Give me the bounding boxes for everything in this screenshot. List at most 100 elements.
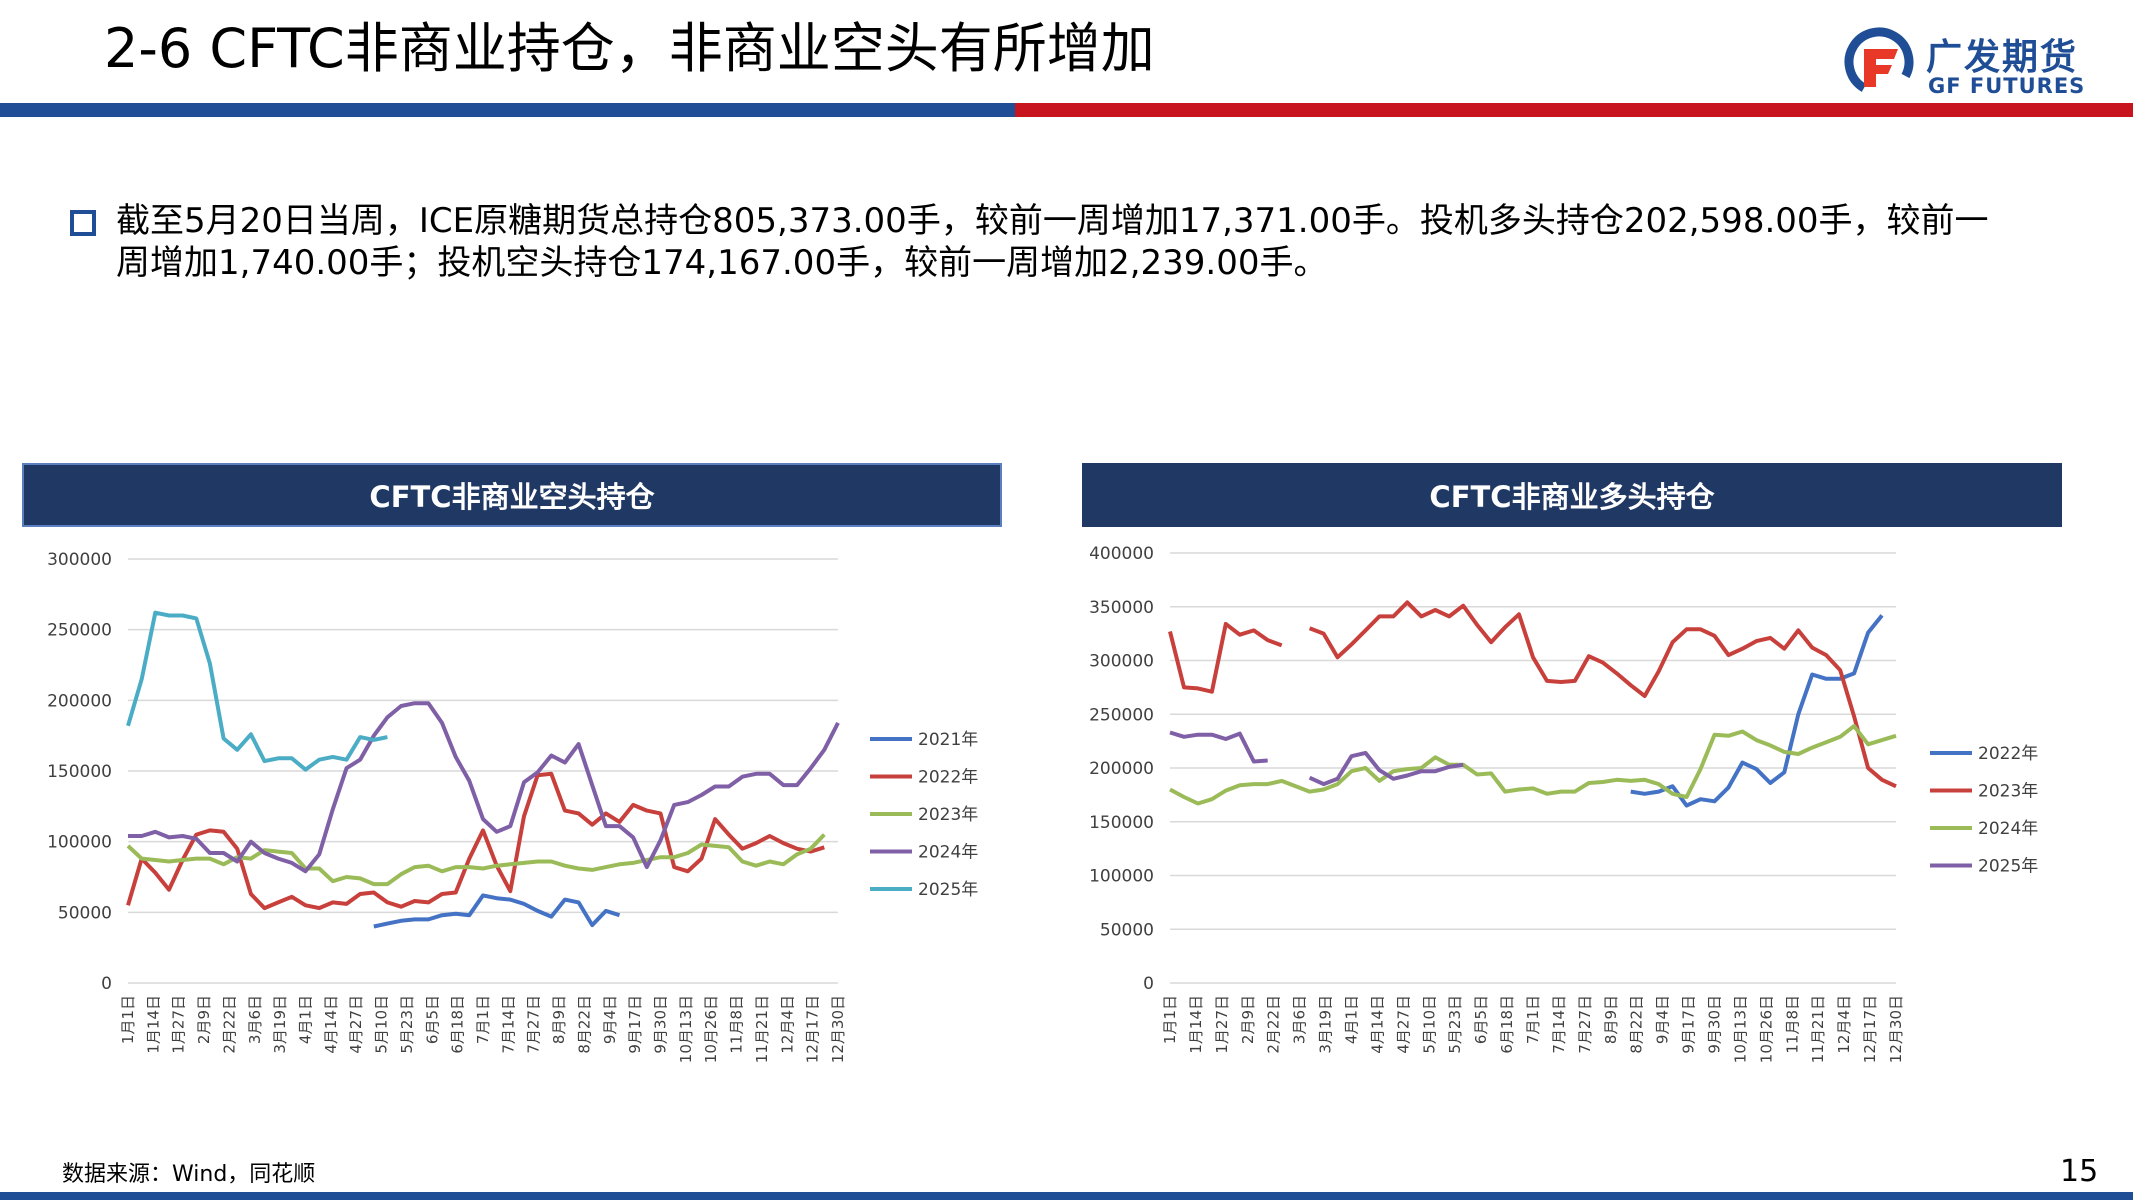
x-tick-label: 4月14日 (1368, 995, 1386, 1054)
x-tick-label: 9月30日 (652, 995, 670, 1054)
series-line-2025年 (126, 610, 388, 772)
logo-cn-text: 广发期货 (1926, 37, 2079, 78)
y-tick-label: 150000 (47, 762, 112, 782)
legend-label: 2024年 (918, 843, 978, 863)
x-tick-label: 10月13日 (1731, 995, 1749, 1063)
y-tick-label: 0 (1143, 974, 1154, 994)
x-tick-label: 9月30日 (1706, 995, 1724, 1054)
gf-logo-icon (1844, 27, 1914, 97)
x-tick-label: 5月10日 (373, 995, 391, 1054)
series-line-2023年 (126, 833, 826, 887)
x-tick-label: 1月1日 (119, 995, 137, 1044)
x-tick-label: 4月27日 (1394, 995, 1412, 1054)
x-tick-label: 9月17日 (1680, 995, 1698, 1054)
page-title: 2-6 CFTC非商业持仓，非商业空头有所增加 (104, 17, 1155, 80)
series-line-2024年 (1169, 724, 1897, 806)
legend-label: 2021年 (918, 730, 978, 750)
x-tick-label: 7月1日 (474, 995, 492, 1044)
x-tick-label: 8月22日 (1628, 995, 1646, 1054)
series-line-2023年 (1168, 621, 1283, 694)
x-tick-label: 5月23日 (398, 995, 416, 1054)
y-tick-label: 300000 (47, 550, 112, 570)
x-tick-label: 9月4日 (601, 995, 619, 1044)
y-tick-label: 50000 (58, 903, 112, 923)
series-line-2024年 (128, 701, 840, 874)
legend-label: 2022年 (1978, 744, 2038, 764)
x-tick-label: 8月9日 (550, 995, 568, 1044)
summary-paragraph: 截至5月20日当周，ICE原糖期货总持仓805,373.00手，较前一周增加17… (116, 200, 2016, 284)
x-tick-label: 12月4日 (778, 995, 796, 1054)
y-tick-label: 100000 (47, 833, 112, 853)
x-tick-label: 4月27日 (347, 995, 365, 1054)
x-tick-label: 1月14日 (144, 995, 162, 1054)
x-tick-label: 7月27日 (525, 995, 543, 1054)
series-line-2025年 (1308, 750, 1464, 787)
long-chart-title: CFTC非商业多头持仓 (1082, 463, 2062, 527)
x-tick-label: 10月13日 (677, 995, 695, 1063)
y-tick-label: 400000 (1089, 544, 1154, 564)
x-tick-label: 11月8日 (728, 995, 746, 1054)
x-tick-label: 4月1日 (297, 995, 315, 1044)
legend-label: 2023年 (918, 805, 978, 825)
x-tick-label: 3月19日 (271, 995, 289, 1054)
square-bullet-icon (70, 210, 96, 236)
x-tick-label: 3月6日 (1291, 995, 1309, 1044)
x-tick-label: 7月27日 (1576, 995, 1594, 1054)
x-tick-label: 8月22日 (575, 995, 593, 1054)
x-tick-label: 4月14日 (322, 995, 340, 1054)
header-bar-blue (0, 103, 1015, 117)
summary-line-1: 截至5月20日当周，ICE原糖期货总持仓805,373.00手，较前一周增加17… (116, 201, 1989, 241)
x-tick-label: 12月4日 (1835, 995, 1853, 1054)
y-tick-label: 0 (101, 974, 112, 994)
y-tick-label: 200000 (47, 691, 112, 711)
x-tick-label: 12月17日 (1861, 995, 1879, 1063)
x-tick-label: 10月26日 (702, 995, 720, 1063)
legend-label: 2023年 (1978, 782, 2038, 802)
y-tick-label: 250000 (1089, 705, 1154, 725)
x-tick-label: 11月8日 (1783, 995, 1801, 1054)
y-tick-label: 150000 (1089, 813, 1154, 833)
x-tick-label: 11月21日 (1809, 995, 1827, 1063)
x-tick-label: 5月23日 (1446, 995, 1464, 1054)
x-tick-label: 1月1日 (1161, 995, 1179, 1044)
series-line-2021年 (373, 893, 621, 929)
y-tick-label: 350000 (1089, 598, 1154, 618)
x-tick-label: 7月1日 (1524, 995, 1542, 1044)
x-tick-label: 3月19日 (1317, 995, 1335, 1054)
x-tick-label: 6月5日 (1472, 995, 1490, 1044)
x-tick-label: 9月17日 (626, 995, 644, 1054)
y-tick-label: 300000 (1089, 652, 1154, 672)
data-source-note: 数据来源：Wind，同花顺 (62, 1162, 316, 1187)
x-tick-label: 2月22日 (1265, 995, 1283, 1054)
x-tick-label: 7月14日 (1550, 995, 1568, 1054)
x-tick-label: 4月1日 (1343, 995, 1361, 1044)
long-positions-chart: 0 50000 100000 150000 200000 250000 300000 3500… (1089, 544, 2038, 1063)
x-tick-label: 6月5日 (423, 995, 441, 1044)
y-tick-label: 50000 (1100, 920, 1154, 940)
x-tick-label: 2月22日 (220, 995, 238, 1054)
legend-label: 2025年 (1978, 857, 2038, 877)
series-line-2022年 (126, 771, 825, 911)
y-tick-label: 250000 (47, 621, 112, 641)
x-tick-label: 10月26日 (1757, 995, 1775, 1063)
x-tick-label: 3月6日 (246, 995, 264, 1044)
x-tick-label: 7月14日 (499, 995, 517, 1054)
legend-label: 2024年 (1978, 819, 2038, 839)
legend-label: 2025年 (918, 880, 978, 900)
series-line-2025年 (1169, 730, 1268, 764)
y-tick-label: 200000 (1089, 759, 1154, 779)
x-tick-label: 2月9日 (195, 995, 213, 1044)
x-tick-label: 12月30日 (829, 995, 847, 1063)
x-tick-label: 6月18日 (449, 995, 467, 1054)
page-number: 15 (2060, 1154, 2099, 1189)
x-tick-label: 2月9日 (1239, 995, 1257, 1044)
header-bar-red (1015, 103, 2133, 117)
x-tick-label: 12月30日 (1887, 995, 1905, 1063)
logo-en-text: GF FUTURES (1928, 74, 2086, 98)
x-tick-label: 8月9日 (1602, 995, 1620, 1044)
x-tick-label: 1月14日 (1187, 995, 1205, 1054)
x-tick-label: 9月4日 (1654, 995, 1672, 1044)
x-tick-label: 5月10日 (1420, 995, 1438, 1054)
short-chart-title: CFTC非商业空头持仓 (22, 463, 1002, 527)
series-line-2023年 (1308, 600, 1897, 789)
